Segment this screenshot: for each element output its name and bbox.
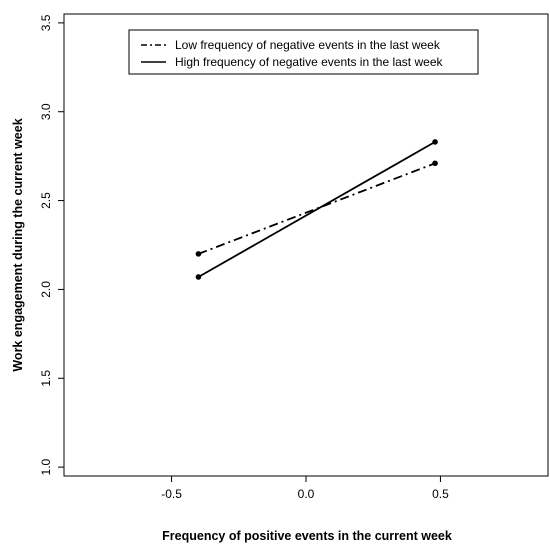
series-line-high — [197, 141, 436, 278]
legend-label-low: Low frequency of negative events in the … — [175, 38, 441, 52]
y-tick-label: 1.0 — [39, 458, 53, 475]
y-tick-label: 2.0 — [39, 281, 53, 298]
data-point — [195, 251, 202, 257]
x-axis-title: Frequency of positive events in the curr… — [162, 529, 452, 543]
plot-box — [63, 13, 549, 477]
legend-box — [128, 29, 479, 75]
series-layer — [195, 139, 438, 280]
x-tick-label: -0.5 — [161, 487, 182, 501]
y-axis-title: Work engagement during the current week — [11, 118, 25, 371]
legend: Low frequency of negative events in the … — [128, 29, 479, 75]
y-tick-label: 3.5 — [39, 14, 53, 31]
series-line-low — [198, 162, 436, 255]
y-tick-label: 2.5 — [39, 192, 53, 209]
legend-label-high: High frequency of negative events in the… — [175, 55, 443, 69]
y-axis: 1.0 1.5 2.0 2.5 3.0 3.5 — [39, 14, 64, 475]
y-tick-label: 3.0 — [39, 103, 53, 120]
data-point — [432, 160, 438, 167]
data-point — [195, 274, 202, 280]
y-tick-label: 1.5 — [39, 370, 53, 387]
x-tick-label: 0.0 — [298, 487, 315, 501]
x-tick-label: 0.5 — [432, 487, 449, 501]
x-axis: -0.5 0.0 0.5 — [161, 476, 449, 501]
data-point — [432, 139, 438, 145]
